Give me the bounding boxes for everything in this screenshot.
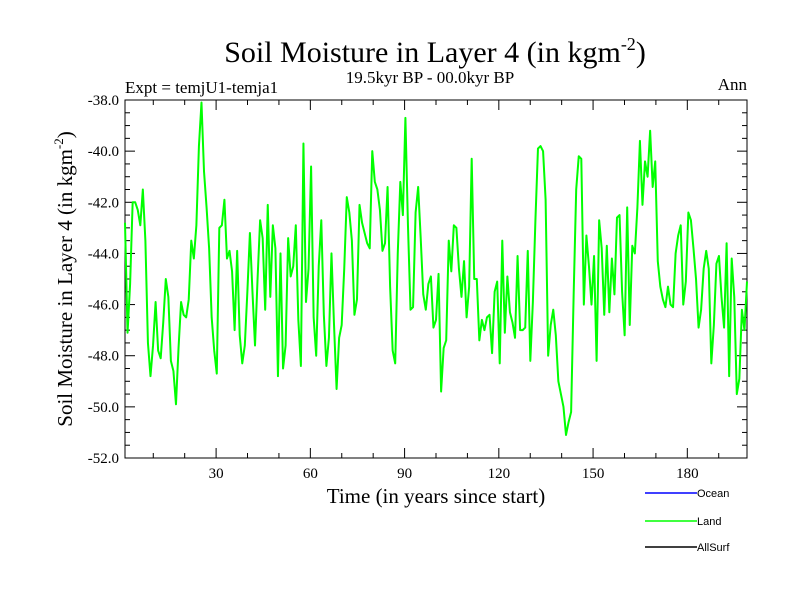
series-lines — [124, 101, 748, 436]
subtitle-center: 19.5kyr BP - 00.0kyr BP — [346, 68, 514, 87]
subtitle-left: Expt = temjU1-temja1 — [125, 78, 278, 97]
y-axis-label-main: Soil Moisture in Layer 4 (in kgm — [53, 149, 77, 427]
legend-label-ocean: Ocean — [697, 488, 729, 500]
x-tick-label: 180 — [676, 466, 699, 482]
y-axis-label: Soil Moisture in Layer 4 (in kgm-2) — [51, 131, 77, 426]
x-tick-label: 150 — [582, 466, 605, 482]
chart-title: Soil Moisture in Layer 4 (in kgm-2) — [224, 34, 646, 69]
legend: Ocean Land AllSurf — [645, 488, 730, 554]
series-line-land — [124, 101, 748, 436]
chart-title-main: Soil Moisture in Layer 4 (in kgm — [224, 36, 621, 69]
y-tick-label: -44.0 — [88, 246, 119, 262]
x-tick-label: 30 — [209, 466, 224, 482]
chart-title-superscript: -2 — [621, 34, 636, 54]
y-tick-label: -40.0 — [88, 144, 119, 160]
subtitle-right: Ann — [718, 75, 748, 94]
y-axis-label-superscript: -2 — [51, 138, 66, 149]
y-tick-label: -52.0 — [88, 451, 119, 467]
legend-label-allsurf: AllSurf — [697, 542, 730, 554]
y-tick-label: -42.0 — [88, 195, 119, 211]
legend-label-land: Land — [697, 516, 721, 528]
y-axis-ticks: -52.0 -50.0 -48.0 -46.0 -44.0 -42.0 -40.0 -38.0 — [88, 93, 747, 467]
y-tick-label: -46.0 — [88, 298, 119, 314]
y-axis-label-suffix: ) — [53, 131, 77, 138]
chart-title-suffix: ) — [636, 36, 646, 69]
x-tick-label: 90 — [397, 466, 412, 482]
y-tick-label: -48.0 — [88, 349, 119, 365]
y-tick-label: -38.0 — [88, 93, 119, 109]
x-axis-label: Time (in years since start) — [327, 484, 546, 508]
x-tick-label: 60 — [303, 466, 318, 482]
x-tick-label: 120 — [488, 466, 511, 482]
x-axis-ticks: 30 60 90 120 150 180 — [152, 100, 720, 482]
y-tick-label: -50.0 — [88, 400, 119, 416]
